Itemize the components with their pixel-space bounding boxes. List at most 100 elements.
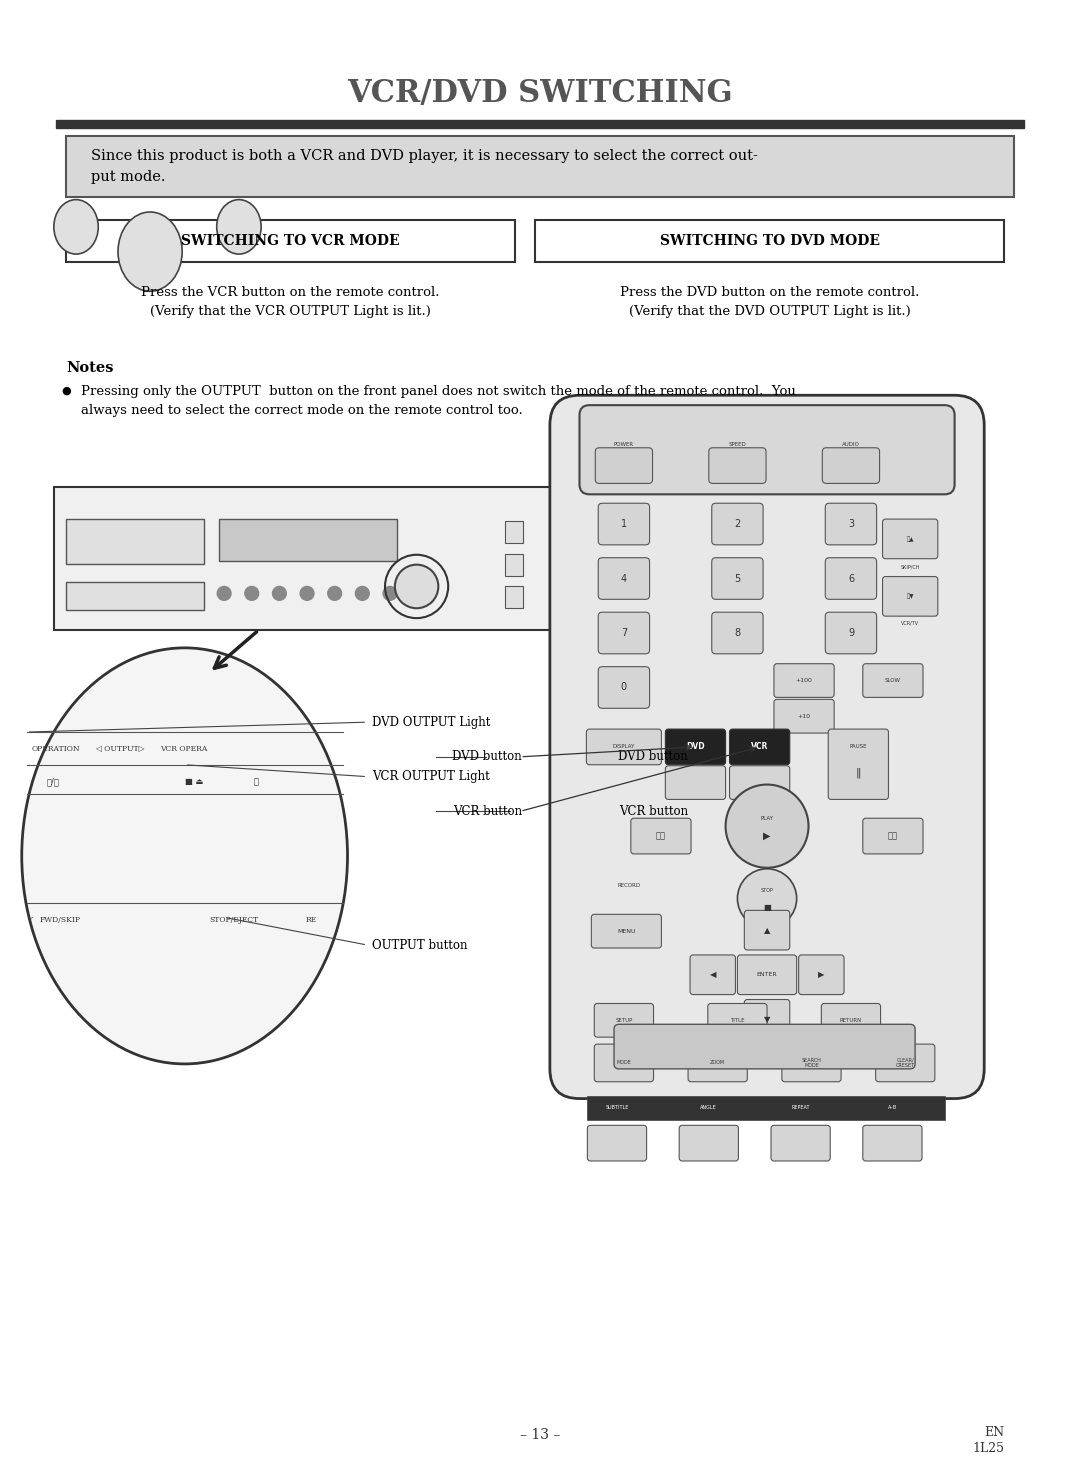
- FancyBboxPatch shape: [592, 914, 661, 948]
- Ellipse shape: [22, 648, 348, 1063]
- Text: RECORD: RECORD: [618, 883, 640, 888]
- Text: ENTER: ENTER: [757, 972, 778, 978]
- Text: Notes: Notes: [66, 360, 113, 375]
- FancyBboxPatch shape: [712, 504, 764, 545]
- FancyBboxPatch shape: [828, 730, 889, 799]
- FancyBboxPatch shape: [615, 1024, 915, 1069]
- Text: SEARCH
MODE: SEARCH MODE: [801, 1058, 822, 1068]
- FancyBboxPatch shape: [588, 1096, 945, 1121]
- Text: Press the VCR button on the remote control.
(Verify that the VCR OUTPUT Light is: Press the VCR button on the remote contr…: [141, 287, 440, 318]
- FancyBboxPatch shape: [688, 1044, 747, 1081]
- Text: ▶: ▶: [818, 970, 825, 979]
- Text: AUDIO: AUDIO: [842, 442, 860, 448]
- Text: ANGLE: ANGLE: [701, 1105, 717, 1111]
- Text: ▲: ▲: [764, 926, 770, 935]
- FancyBboxPatch shape: [679, 1125, 739, 1161]
- Text: 4: 4: [621, 573, 627, 583]
- FancyBboxPatch shape: [863, 818, 923, 854]
- Text: ▼: ▼: [764, 1015, 770, 1024]
- FancyBboxPatch shape: [690, 956, 735, 994]
- Text: VCR/TV: VCR/TV: [901, 620, 919, 626]
- Bar: [505, 586, 523, 609]
- FancyBboxPatch shape: [771, 1125, 831, 1161]
- FancyBboxPatch shape: [631, 818, 691, 854]
- Text: DVD button: DVD button: [619, 750, 688, 764]
- FancyBboxPatch shape: [588, 1125, 647, 1161]
- Text: OPERATION: OPERATION: [31, 744, 80, 753]
- Text: TITLE: TITLE: [730, 1018, 745, 1024]
- Bar: [505, 554, 523, 576]
- Text: REPEAT: REPEAT: [792, 1105, 810, 1111]
- Circle shape: [245, 586, 259, 600]
- Text: VCR button: VCR button: [454, 805, 523, 818]
- Text: DVD: DVD: [686, 743, 705, 752]
- Circle shape: [217, 586, 231, 600]
- FancyBboxPatch shape: [798, 956, 845, 994]
- Text: SETUP: SETUP: [616, 1018, 633, 1024]
- Text: A–B: A–B: [888, 1105, 897, 1111]
- Text: MENU: MENU: [617, 929, 636, 933]
- Text: SKIP/CH: SKIP/CH: [901, 564, 920, 569]
- Text: DISPLAY: DISPLAY: [612, 744, 635, 749]
- FancyBboxPatch shape: [774, 663, 834, 697]
- Circle shape: [300, 586, 314, 600]
- FancyBboxPatch shape: [66, 136, 1014, 196]
- Text: STOP: STOP: [760, 888, 773, 894]
- FancyBboxPatch shape: [66, 582, 204, 610]
- Text: PLAY: PLAY: [760, 815, 773, 821]
- Text: Since this product is both a VCR and DVD player, it is necessary to select the c: Since this product is both a VCR and DVD…: [91, 149, 758, 183]
- Text: FWD/SKIP: FWD/SKIP: [40, 916, 81, 925]
- FancyBboxPatch shape: [707, 1003, 767, 1037]
- FancyBboxPatch shape: [550, 396, 984, 1099]
- Text: RE: RE: [306, 916, 318, 925]
- Text: VCR OPERA: VCR OPERA: [160, 744, 207, 753]
- Text: OUTPUT button: OUTPUT button: [373, 938, 468, 951]
- Circle shape: [355, 586, 369, 600]
- Text: 2: 2: [734, 518, 741, 529]
- Ellipse shape: [217, 199, 261, 254]
- FancyBboxPatch shape: [774, 700, 834, 733]
- Ellipse shape: [54, 199, 98, 254]
- Text: – 13 –: – 13 –: [519, 1428, 561, 1443]
- Text: DVD button: DVD button: [453, 750, 523, 764]
- Text: ⏩⏩: ⏩⏩: [888, 832, 897, 840]
- FancyBboxPatch shape: [66, 220, 515, 261]
- Text: ⏪: ⏪: [254, 777, 259, 786]
- FancyBboxPatch shape: [744, 1000, 789, 1040]
- Text: 5: 5: [734, 573, 741, 583]
- FancyBboxPatch shape: [863, 663, 923, 697]
- FancyBboxPatch shape: [729, 765, 789, 799]
- FancyBboxPatch shape: [586, 730, 661, 765]
- Text: RETURN: RETURN: [840, 1018, 862, 1024]
- FancyBboxPatch shape: [598, 504, 649, 545]
- FancyBboxPatch shape: [738, 956, 797, 994]
- Text: Press the DVD button on the remote control.
(Verify that the DVD OUTPUT Light is: Press the DVD button on the remote contr…: [620, 287, 919, 318]
- FancyBboxPatch shape: [665, 765, 726, 799]
- Text: SUBTITLE: SUBTITLE: [605, 1105, 629, 1111]
- FancyBboxPatch shape: [882, 518, 937, 558]
- Bar: [56, 120, 1024, 128]
- Text: EN
1L25: EN 1L25: [972, 1425, 1004, 1455]
- Circle shape: [272, 586, 286, 600]
- FancyBboxPatch shape: [708, 448, 766, 483]
- Bar: [505, 521, 523, 544]
- Text: ◁ OUTPUT▷: ◁ OUTPUT▷: [96, 744, 145, 753]
- FancyBboxPatch shape: [598, 611, 649, 654]
- Text: PAUSE: PAUSE: [850, 744, 867, 749]
- Text: DVD OUTPUT Light: DVD OUTPUT Light: [373, 716, 490, 728]
- Text: VCR/DVD SWITCHING: VCR/DVD SWITCHING: [347, 78, 733, 109]
- Text: MODE: MODE: [617, 1060, 632, 1065]
- Text: STOP/EJECT: STOP/EJECT: [210, 916, 258, 925]
- Circle shape: [327, 586, 341, 600]
- FancyBboxPatch shape: [712, 558, 764, 600]
- Text: 3: 3: [848, 518, 854, 529]
- FancyBboxPatch shape: [825, 504, 877, 545]
- FancyBboxPatch shape: [580, 405, 955, 495]
- Text: VCR OUTPUT Light: VCR OUTPUT Light: [373, 770, 490, 783]
- Text: ●: ●: [62, 385, 71, 396]
- Text: ⏪▼: ⏪▼: [906, 594, 914, 600]
- FancyBboxPatch shape: [712, 611, 764, 654]
- Circle shape: [726, 784, 809, 868]
- Circle shape: [395, 564, 438, 609]
- FancyBboxPatch shape: [821, 1003, 880, 1037]
